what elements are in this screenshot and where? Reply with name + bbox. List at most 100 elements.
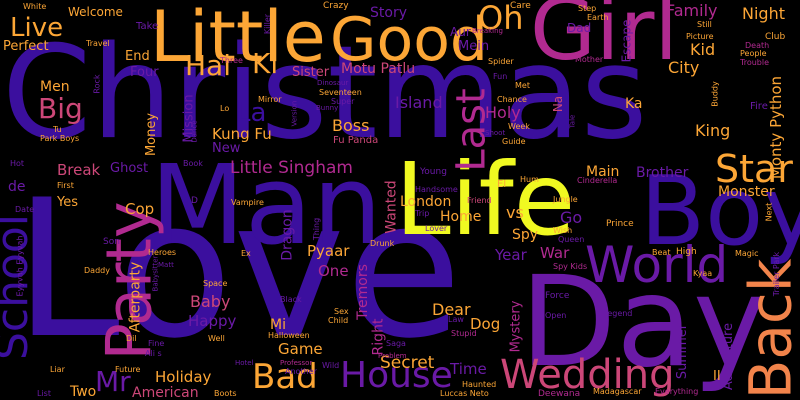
word-friend: Friend: [467, 196, 492, 205]
word-dear: Dear: [432, 300, 471, 319]
word-home: Home: [440, 209, 482, 225]
word-rock: Rock: [92, 74, 102, 94]
word-dinosaur: Dinosaur: [317, 79, 349, 87]
word-mr: Mr: [95, 365, 131, 398]
word-end: End: [125, 49, 150, 64]
word-sex: Sex: [334, 307, 349, 316]
word-beat: Beat: [652, 248, 671, 257]
word-first: First: [57, 181, 74, 190]
word-fun: Fun: [493, 72, 508, 81]
word-break: Break: [57, 161, 101, 179]
word-ali-s: Ali s: [145, 349, 162, 358]
word-fu-panda: Fu Panda: [333, 135, 379, 146]
word-night: Night: [742, 4, 785, 23]
word-hotel: Hotel: [235, 359, 254, 367]
word-week: Week: [508, 122, 530, 131]
word-buddy: Buddy: [710, 81, 720, 107]
word-another: Another: [285, 367, 317, 376]
word-go: Go: [560, 208, 583, 227]
word-child: Child: [328, 316, 349, 325]
word-still: Still: [697, 20, 712, 29]
word-holy: Holy: [485, 103, 521, 122]
word-boy: Boy: [640, 157, 800, 267]
word-stupid: Stupid: [451, 329, 477, 338]
word-future: Future: [115, 365, 141, 374]
word-spider: Spider: [488, 57, 514, 66]
word-open: Open: [545, 311, 567, 320]
word-wish: Wish: [553, 226, 573, 235]
word-jungle: Jungle: [553, 195, 578, 204]
word-brother: Brother: [636, 165, 689, 181]
word-city: City: [668, 58, 700, 77]
word-date: Date: [15, 205, 35, 214]
word-little-singham: Little Singham: [230, 158, 353, 178]
word-dog: Dog: [470, 315, 501, 333]
word-summer: Summer: [675, 323, 691, 380]
word-two: Two: [70, 384, 97, 400]
word-de: de: [8, 179, 26, 195]
word-step: Step: [578, 4, 597, 13]
word-year: Year: [495, 246, 527, 264]
word-little: Little: [150, 0, 326, 78]
word-people: People: [740, 49, 767, 58]
word-white: White: [23, 2, 47, 11]
word-money: Money: [144, 112, 160, 157]
word-crazy: Crazy: [323, 1, 349, 11]
word-list: List: [37, 389, 51, 398]
word-ka: Ka: [625, 96, 643, 112]
word-world: World: [585, 236, 729, 294]
word-island: Island: [395, 93, 443, 112]
word-son: Son: [103, 237, 120, 247]
word-kung-fu: Kung Fu: [212, 125, 272, 143]
word-ii: II: [713, 369, 721, 384]
word-perfect: Perfect: [3, 39, 49, 54]
word-daddy: Daddy: [84, 266, 110, 275]
word-breaking: Breaking: [472, 27, 504, 35]
word-kid: Kid: [690, 40, 716, 59]
word-liar: Liar: [50, 365, 65, 374]
word-haunted: Haunted: [462, 380, 497, 389]
word-shoot: Shoot: [485, 129, 506, 137]
word-professor: Professor: [280, 359, 313, 367]
word-vampire: Vampire: [231, 198, 264, 207]
word-back: Back: [736, 258, 800, 400]
word-new: New: [212, 141, 241, 156]
word-game: Game: [278, 340, 323, 358]
word-park-boys: Park Boys: [40, 134, 80, 143]
word-afterparty: Afterparty: [127, 261, 144, 333]
word-guide: Guide: [502, 137, 526, 146]
word-american: American: [132, 385, 199, 400]
word-la: La: [236, 98, 267, 128]
word-monster: Monster: [718, 184, 775, 200]
word-right: Right: [370, 318, 387, 356]
word-baby: Baby: [190, 292, 231, 311]
word-tu: Tu: [53, 125, 62, 134]
word-escape: Escape: [619, 19, 634, 63]
word-kyaa: Kyaa: [693, 269, 713, 278]
word-star: Star: [715, 147, 793, 191]
word-big: Big: [38, 92, 83, 125]
word-super: Super: [331, 97, 355, 106]
word-dad: Dad: [567, 21, 592, 35]
word-spy: Spy: [512, 227, 539, 243]
word-met: Met: [515, 81, 530, 90]
word-welcome: Welcome: [68, 5, 123, 19]
word-hum: Hum: [520, 175, 539, 184]
word-motu-patlu: Motu Patlu: [341, 61, 416, 77]
word-travel: Travel: [86, 39, 110, 48]
word-el: El: [497, 179, 507, 190]
word-day: Day: [520, 250, 767, 395]
word-thing: Thing: [312, 217, 322, 241]
word-problem: Problem: [378, 352, 407, 360]
word-one: One: [318, 262, 349, 280]
word-luccas-neto: Luccas Neto: [440, 389, 489, 398]
word-wild: Wild: [322, 361, 340, 370]
word-main: Main: [586, 164, 620, 180]
word-oh: Oh: [478, 0, 524, 37]
word-club: Club: [765, 32, 786, 42]
word-dance: Dance: [190, 120, 199, 143]
word-picture: Picture: [686, 32, 714, 41]
word-mother: Mother: [575, 55, 604, 64]
word-d: D: [191, 196, 198, 206]
